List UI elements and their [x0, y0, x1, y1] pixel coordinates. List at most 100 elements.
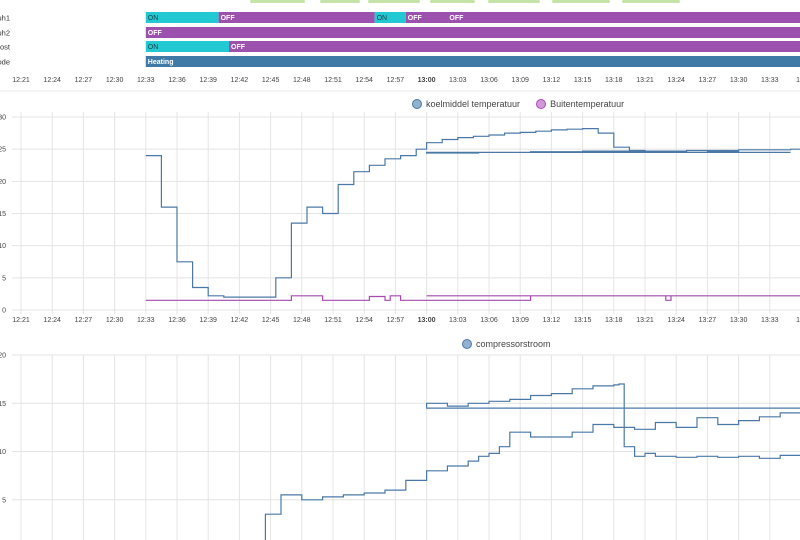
legend-label-koelmiddel[interactable]: koelmiddel temperatuur — [426, 99, 521, 109]
x-tick-label: 12:54 — [355, 77, 373, 84]
timeline-segment-label: ON — [148, 15, 159, 22]
x-tick-label: 12:42 — [231, 77, 249, 84]
x-tick-label: 12:36 — [168, 77, 186, 84]
compressor-chart-grid — [12, 354, 800, 540]
x-tick-label: 13:15 — [574, 77, 592, 84]
x-tick-label: 12:42 — [231, 317, 249, 324]
timeline-segment-on[interactable] — [374, 12, 406, 23]
legend-label-compressorstroom[interactable]: compressorstroom — [476, 339, 551, 349]
state-timeline: uh1ONOFFONOFFONOFFONOFFuh2OFFrostONOFFON… — [0, 0, 800, 92]
x-tick-label: 12:39 — [199, 317, 217, 324]
x-tick-label: 13:33 — [761, 317, 779, 324]
x-tick-label: 12:51 — [324, 77, 342, 84]
timeline-segment-label: ON — [148, 44, 159, 51]
timeline-segment-label: OFF — [408, 15, 423, 22]
temperature-chart-y-axis: 30 25 20 15 10 5 0 — [0, 115, 6, 315]
x-tick-label: 13:33 — [761, 77, 779, 84]
top-accent-segment — [622, 0, 680, 3]
timeline-row-label: rost — [0, 43, 11, 52]
x-tick-label: 13:06 — [480, 317, 498, 324]
x-tick-label: 13:24 — [667, 77, 685, 84]
compressor-chart: 20 15 10 5 — [0, 353, 800, 540]
x-tick-label: 12:57 — [387, 77, 405, 84]
x-tick-label: 12:51 — [324, 317, 342, 324]
timeline-row-label: uh1 — [0, 14, 10, 23]
y-tick-label: 20 — [0, 179, 6, 186]
temperature-chart-legend: koelmiddel temperatuur Buitentemperatuur — [412, 99, 624, 109]
timeline-segment-off[interactable] — [218, 12, 375, 23]
timeline-row-label: uh2 — [0, 29, 10, 38]
x-tick-label: 13:03 — [449, 317, 467, 324]
x-tick-label: 13:00 — [418, 77, 436, 84]
legend-dot-buitentemperatuur[interactable] — [536, 99, 547, 109]
y-tick-label: 25 — [0, 147, 6, 154]
x-tick-label: 12:24 — [43, 317, 61, 324]
x-tick-label: 13:30 — [730, 317, 748, 324]
timeline-time-axis: 12:21 12:24 12:27 12:30 12:33 12:36 12:39 12:42… — [12, 77, 800, 84]
top-accent-segment — [488, 0, 540, 3]
x-tick-label: 12:33 — [137, 77, 155, 84]
x-tick-label: 12:45 — [262, 77, 280, 84]
timeline-segment-on[interactable] — [145, 41, 229, 52]
x-tick-label: 12:30 — [106, 77, 124, 84]
temperature-chart-x-axis: 12:21 12:24 12:27 12:30 12:33 12:36 12:39 12:42… — [12, 317, 800, 324]
legend-label-buitentemperatuur[interactable]: Buitentemperatuur — [550, 99, 625, 109]
timeline-row-label: ode — [0, 58, 10, 67]
x-tick-label: 12:48 — [293, 77, 311, 84]
compressor-chart-legend: compressorstroom — [462, 339, 551, 349]
timeline-segment-label: OFF — [148, 30, 163, 37]
x-tick-label: 13:24 — [667, 317, 685, 324]
x-tick-label: 12:21 — [12, 77, 30, 84]
timeline-segment-label: OFF — [221, 15, 236, 22]
timeline-segment-label: ON — [377, 15, 388, 22]
y-tick-label: 30 — [0, 115, 6, 122]
x-tick-label: 12:27 — [75, 317, 93, 324]
x-tick-label: 13:18 — [605, 317, 623, 324]
x-tick-label: 12:33 — [137, 317, 155, 324]
x-tick-label: 12:54 — [355, 317, 373, 324]
x-tick-label: 12:39 — [199, 77, 217, 84]
series-line-compressorstroom[interactable] — [146, 383, 800, 540]
top-accent-segment — [250, 0, 305, 3]
x-tick-label: 13:30 — [730, 77, 748, 84]
x-tick-label: 13:27 — [699, 317, 717, 324]
top-accent-segment — [320, 0, 360, 3]
timeline-rows: uh1ONOFFONOFFONOFFONOFFuh2OFFrostONOFFON… — [0, 12, 800, 67]
x-tick-label: 13:03 — [449, 77, 467, 84]
x-tick-label: 12:48 — [293, 317, 311, 324]
y-tick-label: 10 — [0, 243, 6, 250]
legend-dot-koelmiddel[interactable] — [412, 99, 422, 109]
x-tick-label: 12:57 — [387, 317, 405, 324]
y-tick-label: 15 — [0, 211, 6, 218]
timeline-segment-off[interactable] — [145, 27, 800, 38]
x-tick-label: 13:21 — [636, 317, 654, 324]
x-tick-label: 13:12 — [543, 77, 561, 84]
timeline-segment-off[interactable] — [447, 12, 800, 23]
y-tick-label: 5 — [2, 275, 6, 282]
compressor-chart-y-axis: 20 15 10 5 — [0, 353, 6, 505]
x-tick-label: 13:18 — [605, 77, 623, 84]
series-line-buitentemperatuur[interactable] — [145, 286, 800, 301]
timeline-segment-heating[interactable] — [145, 56, 800, 67]
timeline-segment-on[interactable] — [145, 12, 219, 23]
x-tick-label: 13: — [796, 317, 800, 324]
x-tick-label: 13:21 — [636, 77, 654, 84]
top-accent-strip — [250, 0, 680, 3]
x-tick-label: 13:06 — [480, 77, 498, 84]
series-line-koelmiddel-temperatuur[interactable] — [145, 128, 800, 298]
x-tick-label: 12:45 — [262, 317, 280, 324]
legend-dot-compressorstroom[interactable] — [462, 339, 472, 349]
timeline-segment-off[interactable] — [229, 41, 800, 52]
x-tick-label: 12:24 — [43, 77, 61, 84]
x-tick-label: 13:09 — [511, 317, 529, 324]
timeline-segment-label: OFF — [449, 15, 464, 22]
y-tick-label: 0 — [2, 308, 6, 315]
temperature-chart-series — [145, 128, 800, 301]
x-tick-label: 13:27 — [699, 77, 717, 84]
x-tick-label: 13:00 — [418, 317, 436, 324]
y-tick-label: 15 — [0, 401, 6, 408]
timeline-segment-label: Heating — [148, 59, 174, 66]
x-tick-label: 12:27 — [75, 77, 93, 84]
y-tick-label: 10 — [0, 449, 6, 456]
